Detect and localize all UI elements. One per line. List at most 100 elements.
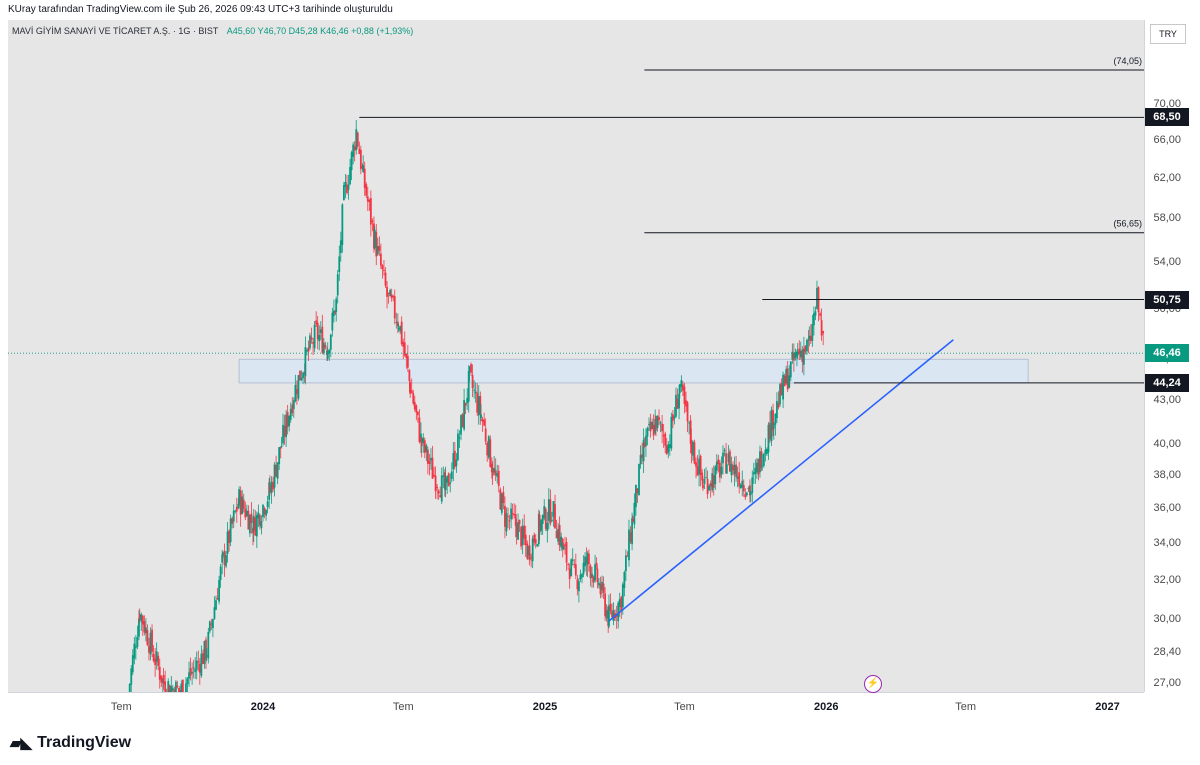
candle-body xyxy=(328,349,331,354)
candle xyxy=(518,519,521,533)
candle xyxy=(400,316,403,347)
lightning-icon[interactable]: ⚡ xyxy=(864,675,882,693)
candle xyxy=(534,533,537,549)
candle xyxy=(390,288,393,302)
candle-body xyxy=(699,455,702,476)
candle xyxy=(166,688,168,692)
candle-body xyxy=(621,584,624,608)
currency-selector[interactable]: TRY xyxy=(1150,24,1186,44)
candle-body xyxy=(269,484,271,493)
candle-body xyxy=(540,520,543,531)
candle-body xyxy=(309,335,311,349)
candle-body xyxy=(549,499,552,524)
candle xyxy=(178,685,181,692)
candle xyxy=(486,441,489,462)
candle xyxy=(623,570,626,597)
candle-body xyxy=(523,525,526,539)
candle-body xyxy=(682,384,684,391)
candle xyxy=(564,536,566,555)
candle xyxy=(578,578,580,603)
candle xyxy=(375,224,378,266)
candle-body xyxy=(497,470,500,487)
time-axis[interactable]: Tem 2024 Tem 2025 Tem 2026 Tem 2027 xyxy=(8,692,1144,721)
candle xyxy=(265,508,267,521)
candle xyxy=(275,455,277,478)
chart-pane[interactable]: (74,05) (56,65) xyxy=(8,20,1144,692)
candle xyxy=(811,314,814,347)
candle-body xyxy=(515,523,518,537)
time-tick-label: 2024 xyxy=(250,701,276,713)
candle xyxy=(136,625,139,650)
candle-body xyxy=(629,532,632,543)
candle-body xyxy=(259,515,261,526)
candle xyxy=(347,174,350,200)
candle-body xyxy=(735,464,737,477)
candle-body xyxy=(514,514,517,526)
candle-body xyxy=(557,528,559,542)
candle xyxy=(300,370,303,382)
candle-body xyxy=(260,521,263,528)
candle-body xyxy=(299,370,301,381)
symbol-name: MAVİ GİYİM SANAYİ VE TİCARET A.Ş. · 1G ·… xyxy=(12,26,219,36)
candle-body xyxy=(154,658,157,665)
candle xyxy=(158,658,161,689)
candle xyxy=(808,326,811,347)
candle-body xyxy=(265,510,267,516)
candle-body xyxy=(579,574,582,580)
candle-body xyxy=(511,512,514,515)
candle-body xyxy=(138,618,140,637)
candle-body xyxy=(659,422,662,424)
candle-body xyxy=(334,310,337,314)
candle xyxy=(648,417,650,431)
candle-body xyxy=(350,152,353,171)
candle xyxy=(699,454,702,487)
candle xyxy=(450,462,453,483)
candle-body xyxy=(588,553,590,565)
candle-body xyxy=(397,328,400,330)
candle-body xyxy=(453,450,456,467)
candle xyxy=(392,294,395,302)
candle xyxy=(601,575,603,598)
candle xyxy=(403,331,406,357)
candle xyxy=(741,470,744,497)
candle xyxy=(816,280,818,310)
candle-body xyxy=(316,322,319,340)
candle xyxy=(453,441,456,470)
candle xyxy=(738,461,741,494)
candle xyxy=(203,640,206,669)
candle-body xyxy=(573,564,576,566)
candle xyxy=(676,388,679,410)
candle-body xyxy=(626,555,629,557)
candle-body xyxy=(782,374,784,400)
candle xyxy=(675,387,677,418)
price-chart[interactable]: (74,05) (56,65) xyxy=(8,20,1144,692)
candle xyxy=(219,563,222,588)
candle xyxy=(641,442,643,465)
candle-body xyxy=(811,324,814,341)
candle-body xyxy=(555,530,558,539)
candle xyxy=(266,495,269,514)
candle xyxy=(722,445,724,475)
candle xyxy=(168,684,171,692)
candle xyxy=(497,465,500,493)
candle-body xyxy=(219,566,222,581)
candle xyxy=(318,325,321,351)
candle xyxy=(599,576,602,599)
candle-body xyxy=(415,405,418,413)
candle xyxy=(157,651,160,671)
candle-body xyxy=(170,686,173,692)
candle xyxy=(733,456,736,487)
candle-body xyxy=(623,572,626,588)
candle xyxy=(633,493,636,529)
candle-body xyxy=(399,325,402,332)
candle-body xyxy=(395,321,398,323)
candle-body xyxy=(578,581,580,592)
candle-body xyxy=(396,321,399,327)
candle xyxy=(540,518,543,536)
candle xyxy=(175,679,177,692)
candle xyxy=(191,662,194,685)
candle xyxy=(363,161,366,196)
candle xyxy=(210,618,213,630)
candle xyxy=(820,308,823,341)
candle xyxy=(194,657,197,679)
